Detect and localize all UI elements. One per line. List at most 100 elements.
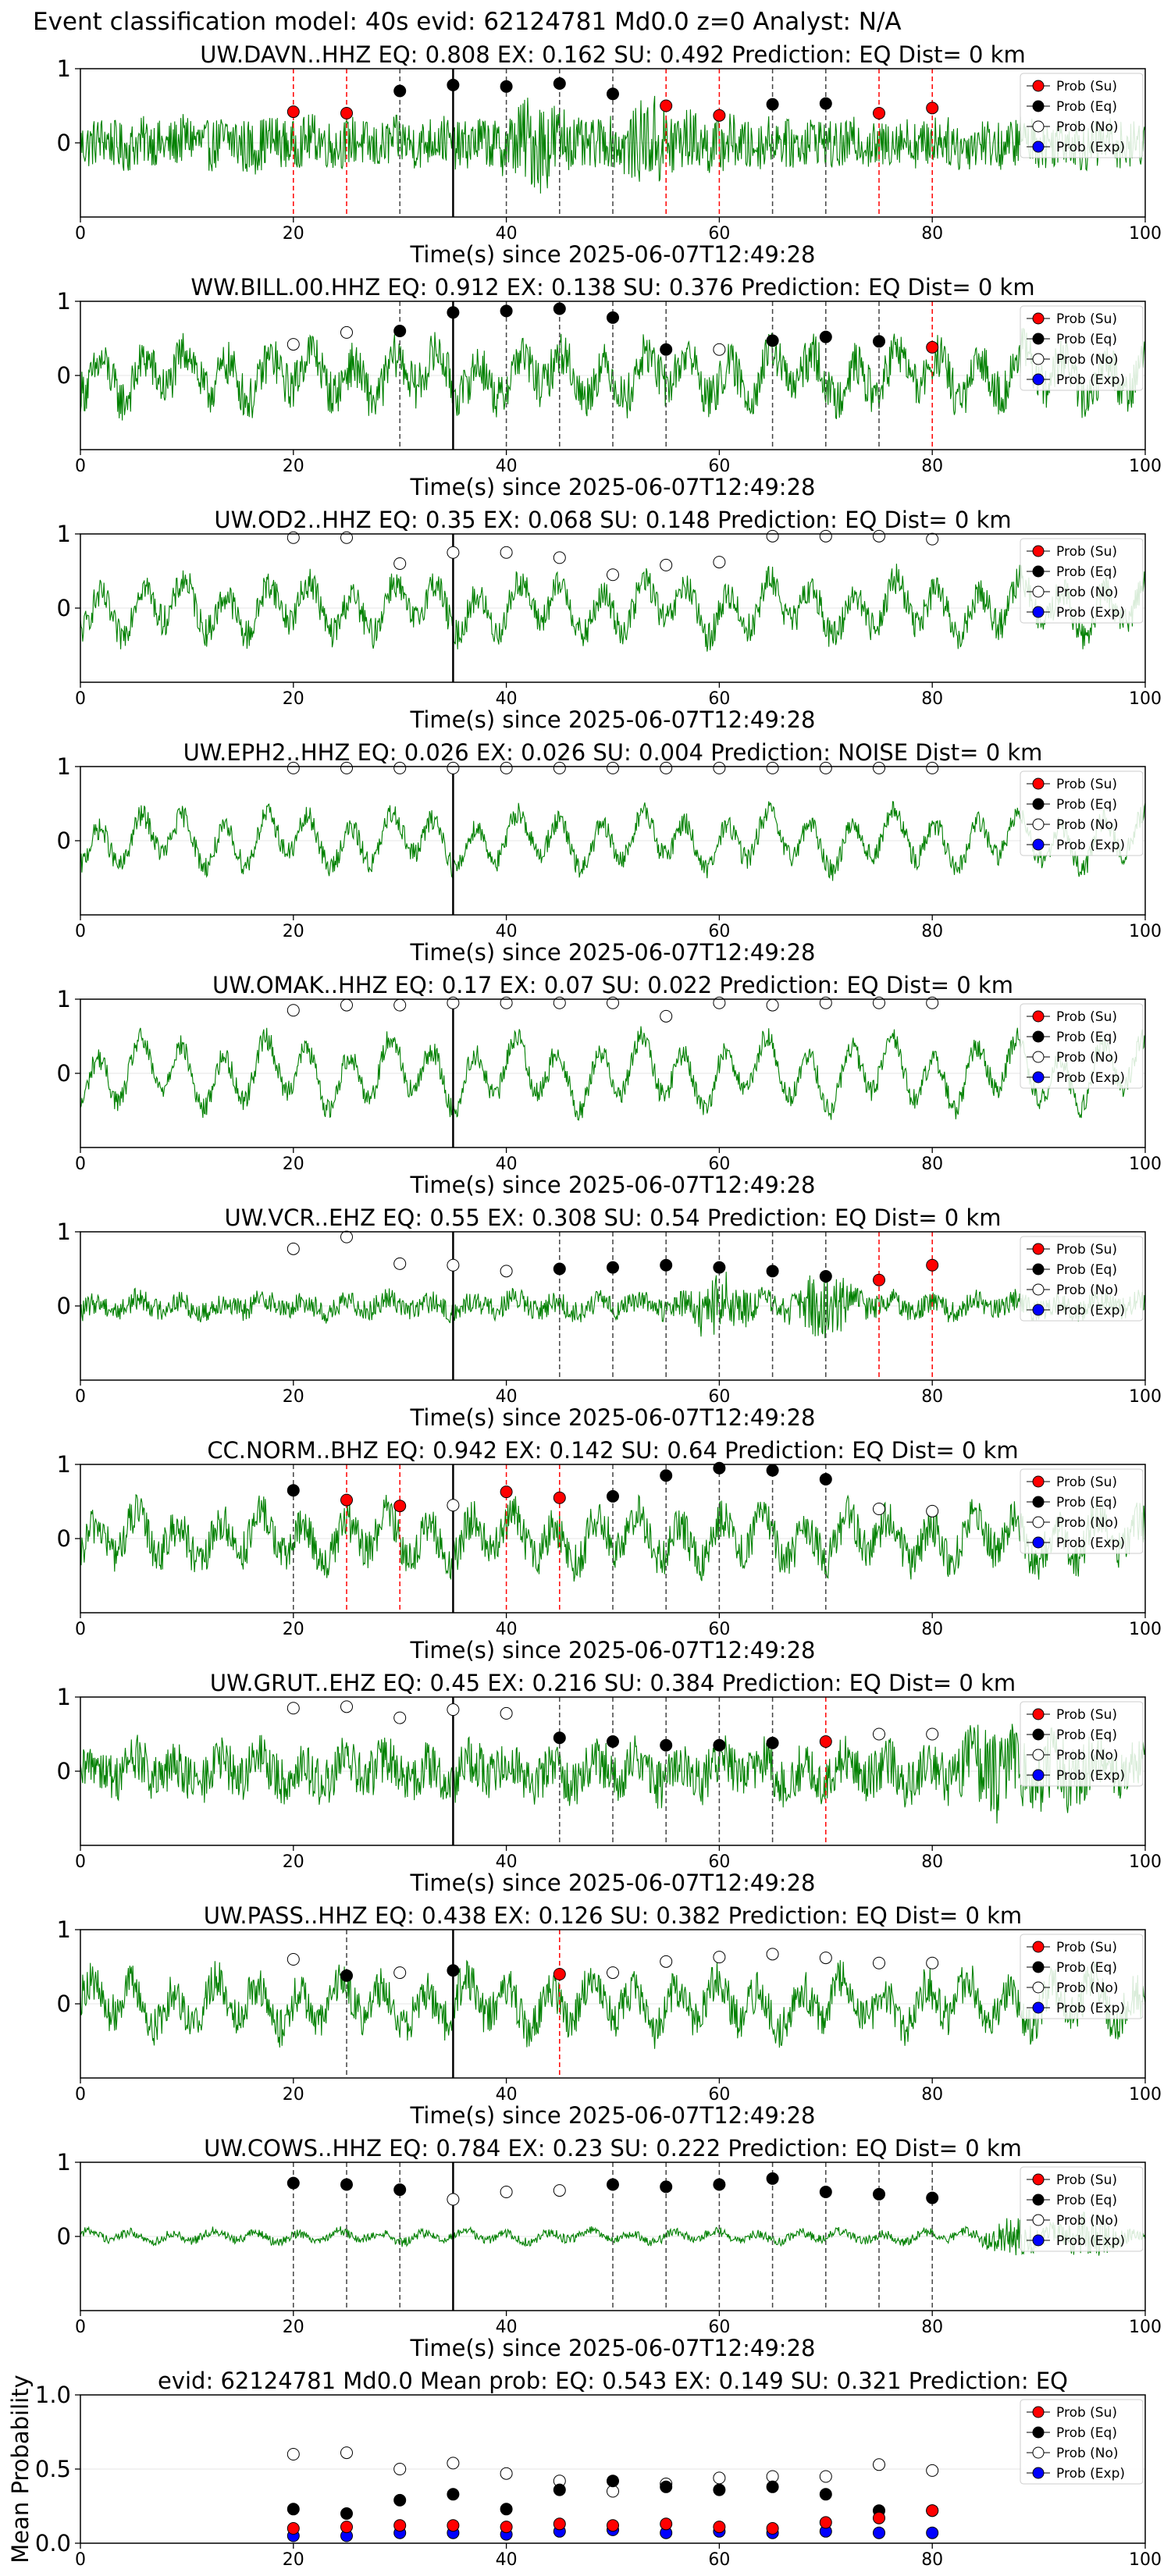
prob-eq-point (873, 2187, 885, 2201)
prob-no-point (340, 326, 353, 339)
prob-no-point (607, 996, 619, 1009)
y-axis-label: Mean Probability (7, 2375, 34, 2564)
y-tick-label: 1 (57, 288, 71, 315)
x-tick-label: 40 (496, 1620, 518, 1639)
x-tick-label: 100 (1129, 2550, 1162, 2570)
legend-label: Prob (Exp) (1056, 1535, 1125, 1551)
legend-label: Prob (Eq) (1056, 1262, 1117, 1278)
x-tick-label: 40 (496, 2550, 518, 2570)
x-tick-label: 20 (283, 1620, 304, 1639)
prob-eq-point (393, 84, 407, 98)
waveform-trace (80, 801, 1146, 881)
prob-su-point (660, 99, 673, 112)
legend-label: Prob (No) (1056, 2446, 1119, 2461)
prob-no-point (553, 551, 566, 564)
legend-marker (1032, 606, 1045, 618)
y-tick-label: 0.5 (35, 2456, 71, 2482)
legend-label: Prob (No) (1056, 119, 1119, 135)
prob-no-point (873, 1956, 885, 1969)
prob-no-point (766, 998, 779, 1012)
y-tick-label: 1 (57, 1451, 71, 1478)
legend-label: Prob (No) (1056, 352, 1119, 368)
prob-su-point (287, 2522, 300, 2535)
legend-label: Prob (Su) (1056, 79, 1117, 94)
legend-marker (1032, 545, 1045, 557)
prob-su-point (500, 2521, 513, 2534)
legend: Prob (Su) Prob (Eq) Prob (No) Prob (Exp) (1020, 73, 1144, 158)
prob-no-point (607, 1966, 619, 1980)
legend: Prob (Su) Prob (Eq) Prob (No) Prob (Exp) (1020, 1701, 1144, 1787)
x-tick-label: 0 (75, 1620, 86, 1639)
legend: Prob (Su) Prob (Eq) Prob (No) Prob (Exp) (1020, 538, 1144, 624)
legend-marker (1032, 100, 1045, 112)
y-tick-label: 1 (57, 55, 71, 82)
x-tick-label: 20 (283, 689, 304, 709)
x-tick-label: 60 (708, 1155, 730, 1174)
x-tick-label: 40 (496, 1155, 518, 1174)
x-tick-label: 20 (283, 2085, 304, 2105)
prob-no-point (660, 761, 673, 774)
x-axis-label: Time(s) since 2025-06-07T12:49:28 (410, 2102, 816, 2129)
prob-no-point (713, 761, 726, 774)
x-tick-label: 20 (283, 1155, 304, 1174)
prob-eq-point (287, 2503, 300, 2516)
legend-marker (1032, 798, 1045, 810)
prob-su-point (287, 105, 300, 119)
prob-eq-point (660, 343, 673, 356)
legend-label: Prob (Exp) (1056, 2001, 1125, 2016)
legend-label: Prob (Exp) (1056, 1070, 1125, 1086)
legend-label: Prob (Eq) (1056, 1960, 1117, 1976)
prob-eq-point (819, 97, 832, 110)
legend-label: Prob (Exp) (1056, 2466, 1125, 2482)
y-tick-label: 0 (57, 1991, 71, 2017)
prob-eq-point (819, 330, 832, 343)
prob-no-point (447, 2457, 460, 2470)
prob-no-point (926, 2464, 939, 2477)
x-tick-label: 60 (708, 2550, 730, 2570)
prob-eq-point (447, 2488, 460, 2501)
x-tick-label: 60 (708, 1620, 730, 1639)
panel-title: UW.COWS..HHZ EQ: 0.784 EX: 0.23 SU: 0.22… (204, 2135, 1022, 2161)
x-axis-label: Time(s) since 2025-06-07T12:49:28 (410, 1637, 816, 1663)
x-tick-label: 0 (75, 224, 86, 244)
legend-marker (1032, 818, 1045, 831)
legend-marker (1032, 1243, 1045, 1255)
prob-eq-point (766, 2480, 779, 2493)
panel-title: UW.DAVN..HHZ EQ: 0.808 EX: 0.162 SU: 0.4… (200, 41, 1025, 68)
prob-su-point (340, 107, 353, 119)
prob-eq-point (660, 2480, 673, 2493)
x-tick-label: 0 (75, 1852, 86, 1872)
x-tick-label: 40 (496, 922, 518, 941)
waveform-trace (80, 1959, 1146, 2049)
legend-box (1020, 2166, 1144, 2252)
x-tick-label: 80 (921, 1852, 943, 1872)
legend-marker (1032, 1961, 1045, 1973)
panel-UW.COWS..HHZ: 0 20 40 60 80 100 1 0 UW.COWS..HHZ EQ: 0.784 EX:… (57, 2135, 1162, 2361)
legend-box (1020, 1468, 1144, 1554)
prob-eq-point (713, 2483, 726, 2496)
prob-su-point (713, 109, 726, 122)
legend-label: Prob (Exp) (1056, 372, 1125, 388)
x-tick-label: 40 (496, 689, 518, 709)
x-tick-label: 20 (283, 224, 304, 244)
panel-WW.BILL.00.HHZ: 0 20 40 60 80 100 1 0 WW.BILL.00.HHZ EQ: 0.912 E… (57, 274, 1162, 500)
prob-no-point (447, 996, 460, 1009)
legend-label: Prob (No) (1056, 1283, 1119, 1298)
prob-no-point (287, 1953, 300, 1966)
prob-no-point (873, 2458, 885, 2471)
prob-eq-point (713, 1738, 726, 1752)
legend-label: Prob (Su) (1056, 544, 1117, 560)
x-tick-label: 20 (283, 2318, 304, 2337)
legend-label: Prob (Exp) (1056, 2233, 1125, 2249)
legend-label: Prob (No) (1056, 1515, 1119, 1531)
prob-no-point (926, 761, 939, 774)
legend-box (1020, 1934, 1144, 2019)
legend-box (1020, 770, 1144, 856)
legend-marker (1032, 333, 1045, 345)
prob-eq-point (713, 1461, 726, 1475)
prob-no-point (500, 2186, 513, 2198)
prob-no-point (447, 1499, 460, 1512)
legend-label: Prob (Eq) (1056, 99, 1117, 115)
prob-su-point (819, 2516, 832, 2529)
prob-no-point (340, 2446, 353, 2460)
